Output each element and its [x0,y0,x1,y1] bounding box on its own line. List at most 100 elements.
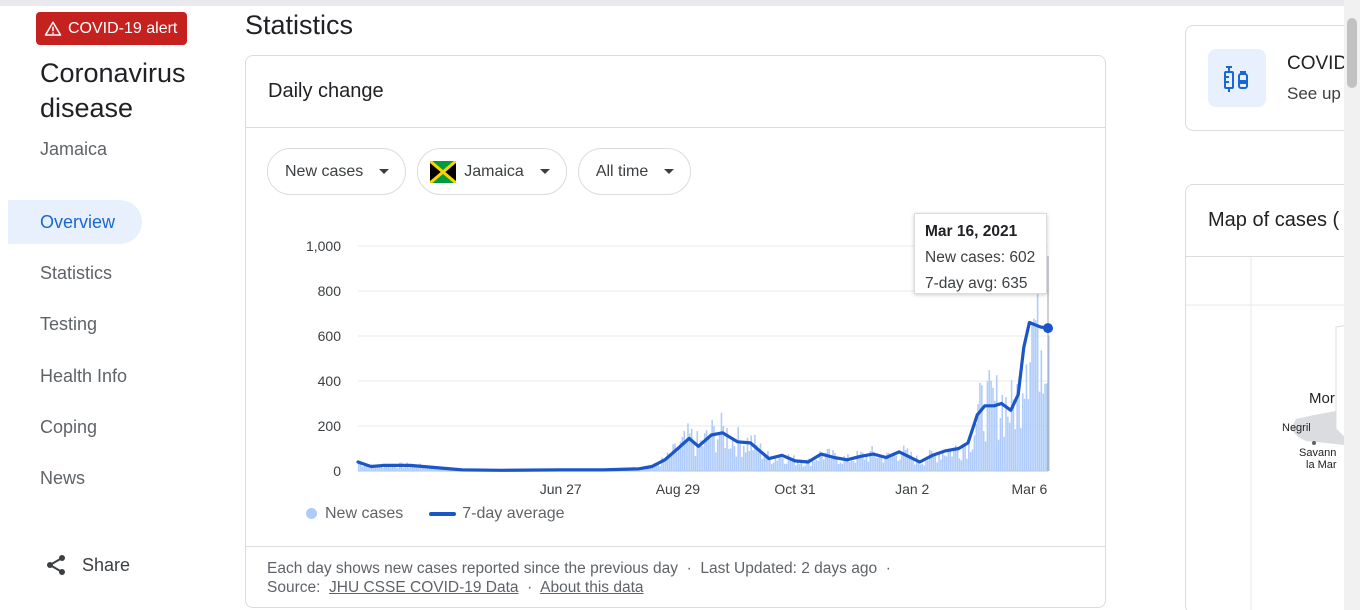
bar [941,452,944,471]
bar [893,452,896,471]
bar [809,466,812,471]
bar [648,467,650,471]
bar [994,400,996,471]
bar [363,465,366,471]
legend-new-cases: New cases [306,505,403,523]
bar [862,452,864,471]
bar [782,458,784,471]
bar [415,467,418,471]
bar [1014,429,1017,471]
bar [391,465,394,471]
y-tick-label: 800 [318,283,342,299]
sidebar-item-statistics[interactable]: Statistics [8,251,142,295]
sidebar-item-coping[interactable]: Coping [8,406,142,450]
map-label-mor: Mor [1309,390,1335,407]
bar [947,449,950,471]
bar [811,459,814,471]
bar [813,461,816,471]
sidebar-item-health-info[interactable]: Health Info [8,354,142,398]
bar [830,458,832,471]
jamaica-flag-icon [430,160,457,183]
bar [895,455,898,471]
bar [925,461,927,471]
source-link[interactable]: JHU CSSE COVID-19 Data [329,579,519,596]
bar [999,418,1002,471]
covid-alert-badge[interactable]: COVID-19 alert [36,12,188,45]
country-dropdown[interactable]: Jamaica [417,148,567,195]
vaccine-title: COVID [1287,53,1348,74]
metric-dropdown[interactable]: New cases [267,148,407,195]
bar [384,465,386,471]
bar [417,467,420,471]
bar [891,454,894,471]
bar [808,458,810,471]
daily-change-chart[interactable]: 0 200 400 600 800 1,000 Jun 27 Aug 29 Oct 31 Jan … [246,216,1105,506]
scrollbar-thumb[interactable] [1347,18,1357,88]
y-tick-label: 0 [333,463,341,479]
bar [668,453,671,471]
bar [984,441,987,471]
bar [744,452,747,471]
bar [365,464,367,471]
bar [927,460,929,471]
bar [828,448,831,471]
chart-legend: New cases 7-day average [306,505,565,523]
bar [1020,428,1022,471]
cases-map[interactable]: Mor Negril Savann la Mar [1186,257,1360,610]
bar [410,465,412,471]
bar [735,456,738,471]
bar [878,454,881,471]
bar [945,456,948,471]
bar [1038,391,1041,471]
bar [754,434,756,471]
about-data-link[interactable]: About this data [540,579,644,596]
bar [439,468,442,471]
sidebar-item-label: Coping [40,417,98,438]
sidebar-item-news[interactable]: News [8,457,142,501]
bar [687,423,689,471]
bar [694,456,697,471]
bar [988,370,991,471]
y-tick-label: 600 [318,328,342,344]
range-label: All time [595,162,649,180]
average-line [356,320,1050,472]
bar [990,380,992,471]
tooltip-average: 7-day avg: 635 [925,275,1028,292]
bar [1029,362,1031,471]
card-footer: Each day shows new cases reported since … [246,546,1105,609]
bar [393,465,395,471]
sidebar-item-label: Overview [40,211,116,232]
bar [951,456,953,471]
bar [869,451,872,471]
legend-dot-icon [306,508,317,520]
bar [815,459,818,471]
vaccine-card[interactable]: COVID See up [1185,25,1360,131]
highlight-point [1043,323,1053,334]
bar [847,453,849,471]
warning-icon [44,21,62,36]
sidebar-item-overview[interactable]: Overview [8,200,142,244]
bar [822,459,825,471]
bar [1025,364,1028,471]
share-button[interactable]: Share [44,553,130,577]
bar [795,465,797,471]
bar [884,458,886,471]
sidebar-item-testing[interactable]: Testing [8,303,142,347]
bar [1001,394,1004,471]
bar [729,448,732,471]
bar [835,459,838,471]
bar [670,455,673,471]
bar [702,446,704,471]
bar [943,455,946,471]
bar [672,444,674,471]
page-scrollbar[interactable] [1344,0,1360,610]
bar [995,375,998,471]
bar [1036,254,1039,471]
caret-down-icon [379,169,390,174]
country-label: Jamaica [464,162,524,180]
bar [739,441,741,471]
range-dropdown[interactable]: All time [577,148,692,195]
bar [378,464,381,471]
bar [424,466,427,471]
y-tick-label: 1,000 [306,238,341,254]
